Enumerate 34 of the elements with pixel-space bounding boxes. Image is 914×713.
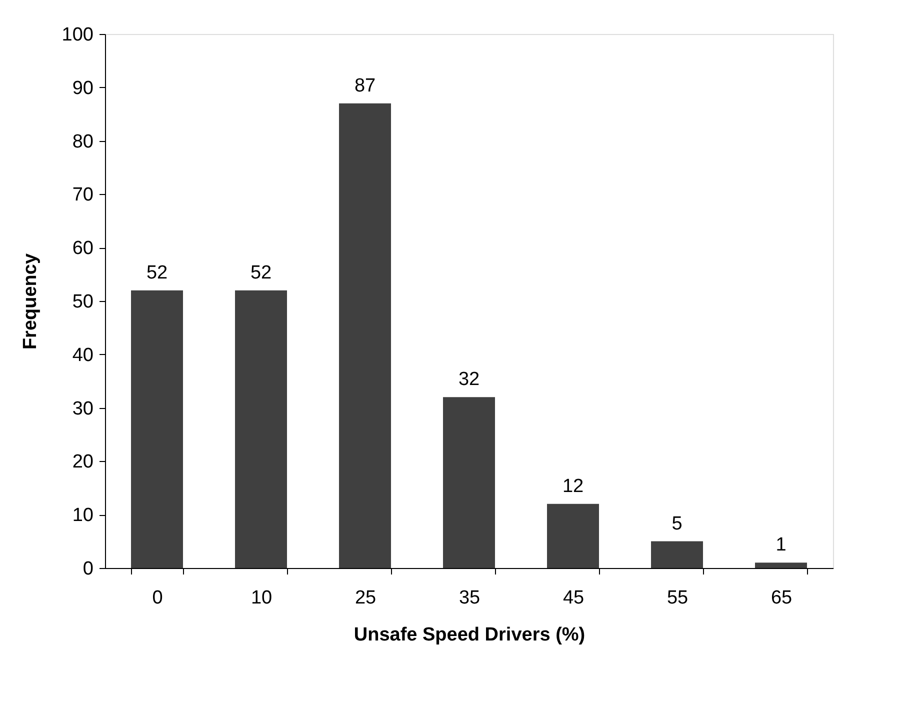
y-tick-label: 60 [72, 238, 94, 260]
bar [443, 397, 495, 568]
y-tick-label: 20 [72, 452, 94, 473]
bar [755, 562, 807, 568]
bar [235, 290, 287, 568]
y-tick-label: 100 [62, 24, 94, 46]
x-tick-label: 25 [354, 588, 376, 608]
x-tick-label: 35 [458, 588, 480, 608]
y-tick-label: 40 [72, 344, 94, 366]
data-label: 52 [146, 262, 168, 284]
x-tick-label: 55 [666, 588, 688, 608]
data-label: 1 [776, 534, 786, 556]
x-tick-label: 10 [250, 588, 272, 608]
data-label: 52 [250, 262, 272, 284]
y-axis-title: Frequency [20, 253, 41, 350]
x-tick-label: 0 [152, 588, 163, 608]
y-tick-label: 80 [72, 131, 94, 152]
data-label: 12 [562, 476, 584, 497]
data-label: 87 [354, 75, 376, 96]
data-label: 32 [458, 369, 480, 390]
bar [651, 541, 703, 568]
bar [131, 290, 183, 568]
data-label: 5 [672, 513, 682, 534]
x-tick-label: 45 [562, 588, 584, 608]
y-tick-label: 70 [72, 184, 94, 206]
y-tick-label: 0 [82, 558, 94, 580]
y-tick-label: 90 [72, 78, 94, 99]
bar [339, 103, 391, 568]
y-tick-label: 30 [72, 398, 94, 420]
x-axis-title: Unsafe Speed Drivers (%) [354, 624, 586, 646]
y-tick-label: 10 [72, 505, 94, 526]
bar [547, 504, 599, 568]
y-tick-label: 50 [72, 292, 94, 312]
x-tick-label: 65 [770, 588, 792, 608]
